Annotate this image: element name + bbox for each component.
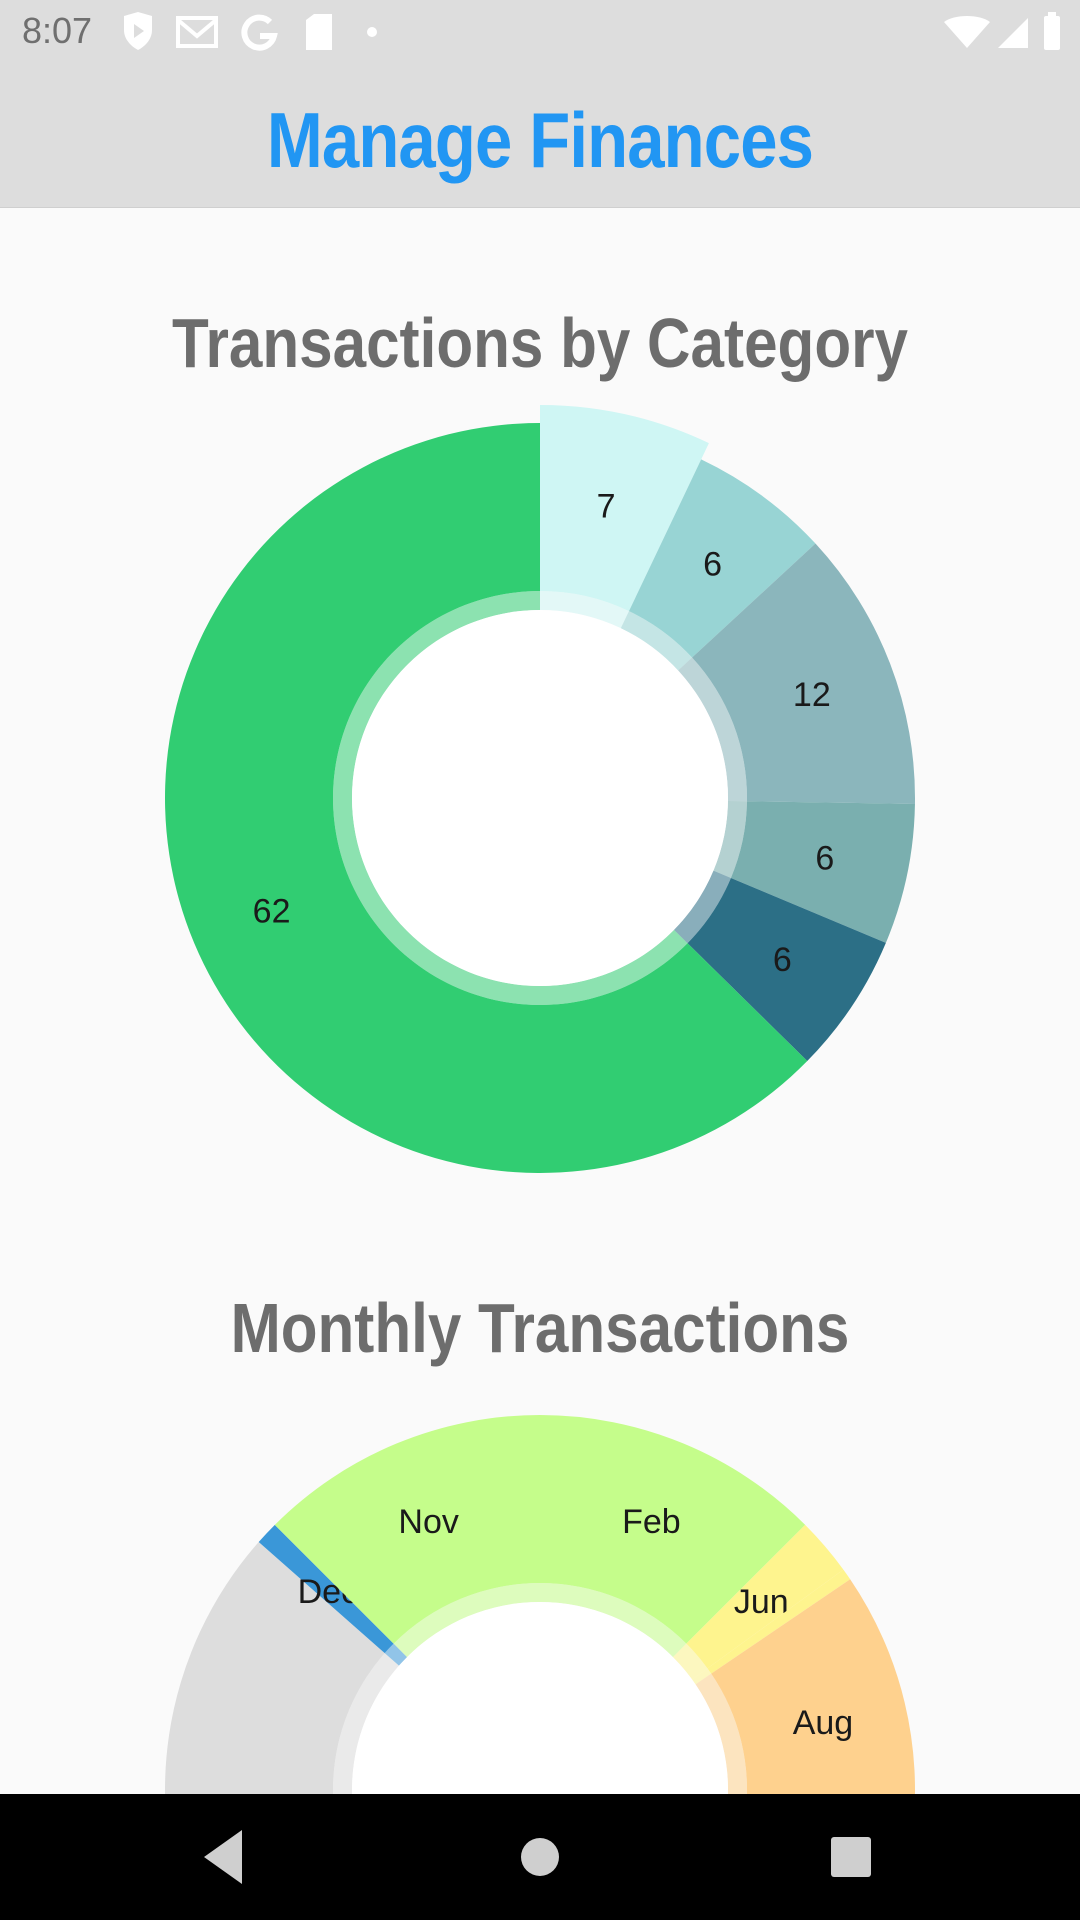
- category-slice-label: 6: [703, 546, 722, 584]
- navigation-bar: [0, 1794, 1080, 1920]
- category-slice-label: 6: [815, 840, 834, 878]
- category-center-hole: [352, 610, 728, 986]
- signal-icon: [998, 18, 1028, 48]
- recents-icon[interactable]: [831, 1837, 871, 1877]
- category-chart-title: Transactions by Category: [76, 303, 1005, 383]
- status-bar: 8:07: [0, 0, 1080, 63]
- shield-icon: [124, 12, 152, 50]
- app-title: Manage Finances: [76, 95, 1005, 186]
- monthly-chart-title: Monthly Transactions: [76, 1288, 1005, 1368]
- category-slice-label: 7: [597, 487, 616, 525]
- app-bar: Manage Finances: [0, 63, 1080, 208]
- sd-card-icon: [306, 14, 332, 50]
- google-icon: [244, 18, 274, 48]
- status-icons-right: [944, 12, 1062, 52]
- status-icons-left: [120, 12, 400, 52]
- month-slice-label: Aug: [793, 1704, 854, 1742]
- category-slice-label: 62: [253, 892, 291, 930]
- month-slice-label: Nov: [398, 1503, 458, 1541]
- home-icon[interactable]: [521, 1838, 559, 1876]
- dot-icon: [367, 27, 377, 37]
- month-slice-label: Feb: [622, 1503, 681, 1541]
- battery-icon: [1044, 12, 1060, 50]
- gmail-icon: [178, 18, 216, 46]
- category-slice-label: 12: [793, 676, 831, 714]
- category-donut-chart[interactable]: 7 6 12 6 6 62: [0, 398, 1080, 1198]
- content-scroll[interactable]: Transactions by Category 7 6 12 6 6 62 Monthl…: [0, 208, 1080, 1794]
- back-icon[interactable]: [204, 1830, 242, 1884]
- status-time: 8:07: [22, 10, 92, 52]
- category-slice-label: 6: [773, 941, 792, 979]
- wifi-icon: [944, 16, 990, 48]
